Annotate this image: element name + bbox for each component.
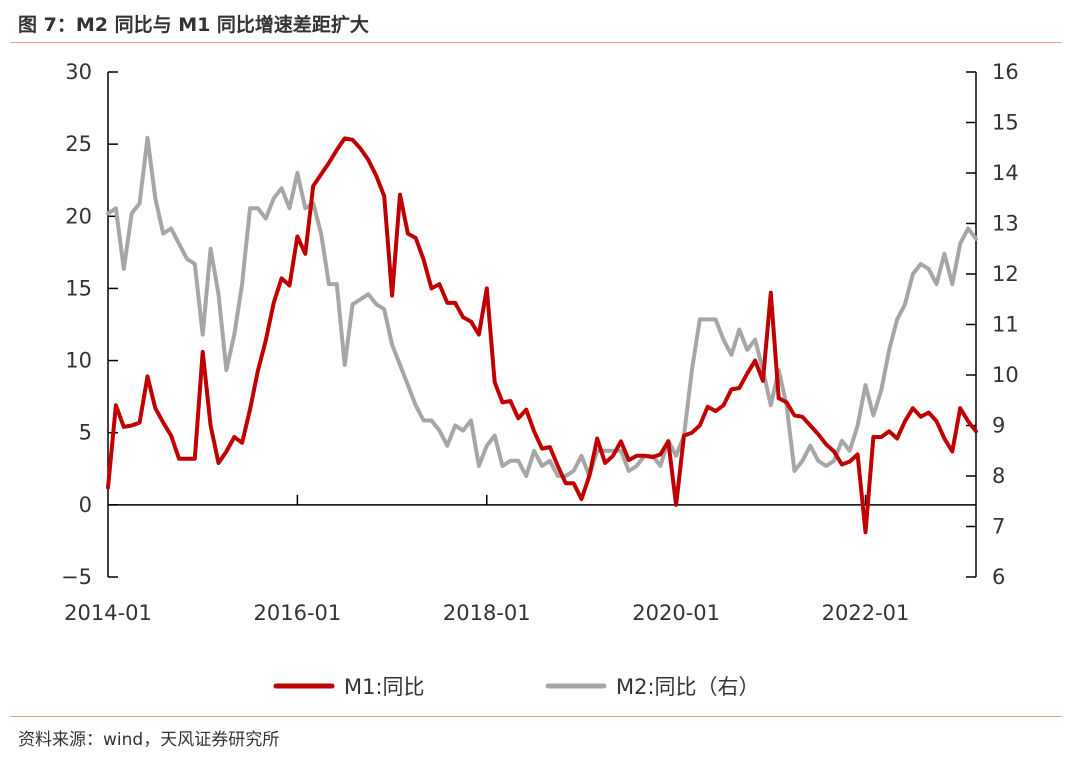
source-note: 资料来源：wind，天风证券研究所 bbox=[18, 730, 280, 750]
right-axis-tick-label: 16 bbox=[992, 60, 1019, 84]
x-axis-tick-label: 2018-01 bbox=[443, 601, 531, 625]
left-axis-tick-label: 25 bbox=[65, 132, 92, 156]
chart-axes: −5 0 5 10 15 20 25 30 6 7 8 9 10 11 12 13 14 15 16 2014-01 2… bbox=[61, 60, 1019, 625]
title-divider bbox=[10, 42, 1062, 43]
left-axis-tick-label: −5 bbox=[61, 565, 92, 589]
right-axis-tick-label: 10 bbox=[992, 363, 1019, 387]
x-axis-tick-label: 2014-01 bbox=[64, 601, 152, 625]
left-axis-tick-label: 15 bbox=[65, 276, 92, 300]
right-axis-tick-label: 13 bbox=[992, 212, 1019, 236]
right-axis-tick-label: 9 bbox=[992, 414, 1005, 438]
right-axis-tick-label: 15 bbox=[992, 111, 1019, 135]
left-axis-tick-label: 5 bbox=[79, 421, 92, 445]
chart-legend: M1:同比 M2:同比（右） bbox=[273, 675, 760, 699]
x-axis-tick-label: 2020-01 bbox=[632, 601, 720, 625]
figure-title: 图 7：M2 同比与 M1 同比增速差距扩大 bbox=[18, 14, 369, 36]
right-axis-tick-label: 12 bbox=[992, 262, 1019, 286]
left-axis-tick-label: 20 bbox=[65, 204, 92, 228]
right-axis-tick-label: 11 bbox=[992, 313, 1019, 337]
x-axis-tick-label: 2016-01 bbox=[254, 601, 342, 625]
legend-label-m2: M2:同比（右） bbox=[616, 675, 760, 699]
source-divider bbox=[10, 716, 1062, 717]
series-line-m2 bbox=[106, 135, 978, 478]
x-axis-tick-label: 2022-01 bbox=[822, 601, 910, 625]
right-axis-tick-label: 8 bbox=[992, 464, 1005, 488]
left-axis-tick-label: 30 bbox=[65, 60, 92, 84]
left-axis-tick-label: 0 bbox=[79, 493, 92, 517]
right-axis-tick-label: 14 bbox=[992, 161, 1019, 185]
line-chart: −5 0 5 10 15 20 25 30 6 7 8 9 10 11 12 13 14 15 16 2014-01 2… bbox=[61, 60, 1019, 699]
left-axis-tick-label: 10 bbox=[65, 349, 92, 373]
legend-label-m1: M1:同比 bbox=[344, 675, 425, 699]
chart-series bbox=[106, 135, 978, 535]
right-axis-tick-label: 7 bbox=[992, 515, 1005, 539]
series-line-m1 bbox=[106, 136, 978, 535]
right-axis-tick-label: 6 bbox=[992, 565, 1005, 589]
